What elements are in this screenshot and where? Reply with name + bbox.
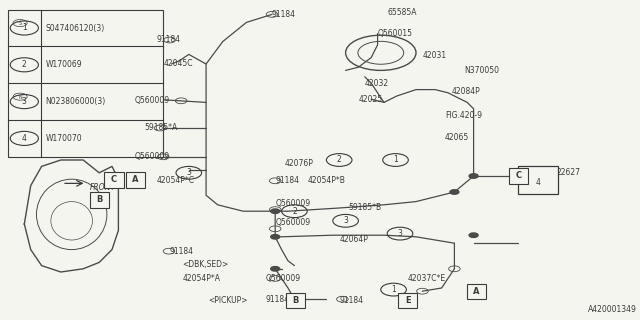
Circle shape xyxy=(450,190,459,194)
Text: 2: 2 xyxy=(292,207,297,216)
Text: S047406120(3): S047406120(3) xyxy=(45,23,105,33)
Text: 91184: 91184 xyxy=(157,36,181,44)
Text: Q560009: Q560009 xyxy=(266,274,301,283)
Text: W170070: W170070 xyxy=(45,134,82,143)
Text: 2: 2 xyxy=(337,156,342,164)
FancyBboxPatch shape xyxy=(126,172,145,188)
Text: Q560015: Q560015 xyxy=(378,29,413,38)
Text: 1: 1 xyxy=(393,156,398,164)
FancyBboxPatch shape xyxy=(518,166,558,194)
Text: 42064P: 42064P xyxy=(339,236,368,244)
Text: 1: 1 xyxy=(391,285,396,294)
Text: 91184: 91184 xyxy=(170,247,194,256)
Text: 3: 3 xyxy=(343,216,348,225)
FancyBboxPatch shape xyxy=(509,168,528,184)
Text: 1: 1 xyxy=(22,23,27,33)
Text: S: S xyxy=(19,21,22,26)
Text: 59185*A: 59185*A xyxy=(144,124,177,132)
FancyBboxPatch shape xyxy=(90,192,109,208)
Text: Q560009: Q560009 xyxy=(275,199,310,208)
Circle shape xyxy=(271,209,280,213)
Circle shape xyxy=(469,174,478,178)
Text: A: A xyxy=(473,287,479,296)
Text: 91184: 91184 xyxy=(339,296,364,305)
FancyBboxPatch shape xyxy=(104,172,124,188)
Text: E: E xyxy=(405,296,410,305)
Text: A420001349: A420001349 xyxy=(588,305,637,314)
Text: 42084P: 42084P xyxy=(451,87,480,96)
Text: 3: 3 xyxy=(22,97,27,106)
Text: 91184: 91184 xyxy=(275,176,300,185)
Text: 59185*B: 59185*B xyxy=(349,204,382,212)
Text: 42045C: 42045C xyxy=(163,60,193,68)
Circle shape xyxy=(271,267,280,271)
Text: FRONT: FRONT xyxy=(90,183,116,192)
FancyBboxPatch shape xyxy=(398,293,417,308)
Text: 65585A: 65585A xyxy=(387,8,417,17)
Text: 42054P*B: 42054P*B xyxy=(307,176,345,185)
FancyBboxPatch shape xyxy=(8,10,163,157)
FancyBboxPatch shape xyxy=(286,293,305,308)
Circle shape xyxy=(469,233,478,237)
Text: 4: 4 xyxy=(535,178,540,187)
Text: 42054P*C: 42054P*C xyxy=(157,176,195,185)
Text: B: B xyxy=(96,196,102,204)
Text: 3: 3 xyxy=(186,168,191,177)
Text: 42025: 42025 xyxy=(358,95,383,104)
Text: W170069: W170069 xyxy=(45,60,82,69)
Text: 3: 3 xyxy=(397,229,403,238)
Text: Q560009: Q560009 xyxy=(134,96,170,105)
Text: A: A xyxy=(132,175,139,184)
Text: N023806000(3): N023806000(3) xyxy=(45,97,106,106)
Text: <DBK,SED>: <DBK,SED> xyxy=(182,260,228,268)
Text: 22627: 22627 xyxy=(557,168,581,177)
Text: 42037C*E: 42037C*E xyxy=(408,274,446,283)
FancyBboxPatch shape xyxy=(467,284,486,299)
Text: 4: 4 xyxy=(22,134,27,143)
Text: 42065: 42065 xyxy=(445,133,469,142)
Text: Q560009: Q560009 xyxy=(134,152,170,161)
Text: FIG.420-9: FIG.420-9 xyxy=(445,111,482,120)
Text: <PICKUP>: <PICKUP> xyxy=(208,296,248,305)
Text: 91184: 91184 xyxy=(266,295,289,304)
Text: Q560009: Q560009 xyxy=(275,218,310,227)
Text: 42032: 42032 xyxy=(365,79,389,88)
Text: N370050: N370050 xyxy=(464,66,499,75)
Text: B: B xyxy=(292,296,299,305)
Text: 91184: 91184 xyxy=(272,10,296,19)
Text: C: C xyxy=(515,172,522,180)
Text: 42076P: 42076P xyxy=(285,159,314,168)
Text: 2: 2 xyxy=(22,60,27,69)
Circle shape xyxy=(271,235,280,239)
Text: 42031: 42031 xyxy=(422,52,447,60)
Text: 42054P*A: 42054P*A xyxy=(182,274,220,283)
Text: C: C xyxy=(111,175,117,184)
Text: N: N xyxy=(18,95,22,100)
